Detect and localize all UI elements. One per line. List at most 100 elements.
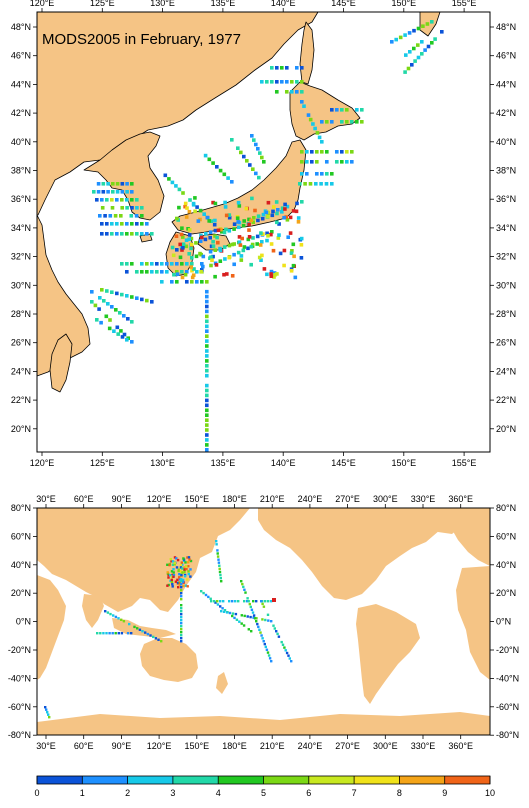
- data-cell: [234, 600, 237, 603]
- data-cell: [272, 205, 276, 209]
- new-zealand: [216, 672, 228, 694]
- data-cell: [104, 610, 107, 613]
- data-cell: [271, 209, 275, 214]
- data-cell: [416, 55, 421, 60]
- data-cell: [211, 200, 215, 205]
- data-cell: [189, 242, 194, 247]
- data-cell: [102, 632, 105, 635]
- y-tick-label: 30°N: [496, 280, 516, 290]
- data-cell: [183, 571, 186, 574]
- data-cell: [360, 108, 364, 112]
- data-cell: [290, 249, 294, 253]
- data-cell: [115, 222, 119, 226]
- data-cell: [152, 635, 155, 639]
- data-cell: [186, 556, 189, 559]
- data-cell: [247, 600, 250, 603]
- y-tick-label: 0°N: [16, 617, 31, 627]
- data-cell: [170, 180, 175, 185]
- data-cell: [179, 569, 182, 573]
- data-cell: [171, 560, 175, 563]
- data-cell: [97, 307, 101, 311]
- data-cell: [250, 608, 254, 611]
- data-cell: [262, 267, 267, 271]
- data-cell: [114, 632, 117, 635]
- data-cell: [290, 90, 294, 94]
- x-tick-label: 125°E: [90, 458, 115, 468]
- x-tick-label: 120°E: [147, 494, 172, 504]
- data-cell: [244, 591, 247, 594]
- y-tick-label: 46°N: [11, 51, 31, 61]
- antarctica: [37, 712, 490, 735]
- data-cell: [242, 585, 245, 589]
- data-cell: [129, 214, 134, 218]
- data-cell: [180, 619, 183, 622]
- data-cell: [340, 160, 344, 164]
- data-cell: [125, 206, 129, 210]
- data-cell: [235, 216, 240, 220]
- data-cell: [291, 209, 296, 213]
- data-cell: [192, 267, 196, 271]
- bottom-map-x-ticks-top: 30°E 60°E 90°E 120°E 150°E 180°E 210°E 240°E 270…: [36, 494, 473, 508]
- europe-wrap: [450, 508, 490, 566]
- data-cell: [320, 172, 324, 176]
- data-cell: [252, 216, 256, 220]
- data-cell: [177, 569, 180, 573]
- data-cell: [110, 305, 114, 309]
- data-cell: [185, 280, 189, 284]
- data-cell: [185, 206, 189, 210]
- data-cell: [213, 234, 217, 238]
- data-cell: [185, 567, 188, 571]
- data-cell: [180, 275, 185, 280]
- data-cell: [345, 120, 349, 124]
- bottom-map-y-ticks-left: 80°N 60°N 40°N 20°N 0°N -20°N -40°N -60°N -80°N: [8, 503, 37, 740]
- data-cell: [272, 275, 276, 279]
- y-tick-label: 36°N: [496, 194, 516, 204]
- data-cell: [355, 120, 359, 124]
- data-cell: [179, 232, 184, 237]
- data-cell: [272, 598, 276, 602]
- data-cell: [115, 325, 120, 330]
- data-cell: [111, 190, 115, 194]
- x-tick-label: 155°E: [452, 0, 477, 8]
- y-tick-label: 24°N: [11, 366, 31, 376]
- colorbar-bin: [127, 776, 173, 784]
- data-cell: [292, 254, 296, 259]
- data-cell: [340, 120, 344, 124]
- data-cell: [232, 222, 237, 226]
- data-cell: [238, 243, 243, 247]
- data-cell: [165, 270, 169, 274]
- africa: [37, 575, 66, 680]
- data-cell: [209, 244, 214, 249]
- data-cell: [169, 579, 172, 582]
- data-cell: [251, 611, 255, 614]
- data-cell: [261, 637, 264, 640]
- data-cell: [178, 573, 181, 576]
- colorbar-bin: [172, 776, 219, 784]
- data-cell: [202, 591, 205, 595]
- data-cell: [216, 552, 219, 555]
- data-cell: [211, 161, 215, 165]
- data-cell: [335, 108, 339, 112]
- data-cell: [140, 214, 144, 218]
- data-cell: [103, 214, 107, 218]
- data-cell: [45, 708, 48, 711]
- y-tick-label: 26°N: [496, 338, 516, 348]
- data-cell: [211, 239, 215, 244]
- data-cell: [185, 270, 189, 274]
- data-cell: [230, 138, 234, 142]
- data-cell: [294, 209, 299, 214]
- data-cell: [98, 214, 102, 218]
- data-cell: [195, 280, 199, 284]
- data-cell: [150, 262, 154, 266]
- y-tick-label: 60°N: [496, 531, 516, 541]
- data-cell: [250, 134, 254, 138]
- data-cell: [300, 80, 304, 84]
- data-cell: [171, 563, 175, 566]
- colorbar: 0 1 2 3 4 5 6 7 8 9 10: [34, 775, 495, 798]
- y-tick-label: 34°N: [11, 223, 31, 233]
- data-cell: [120, 222, 124, 226]
- data-cell: [239, 254, 244, 258]
- data-cell: [223, 205, 228, 209]
- data-cell: [266, 214, 270, 219]
- data-cell: [257, 175, 261, 180]
